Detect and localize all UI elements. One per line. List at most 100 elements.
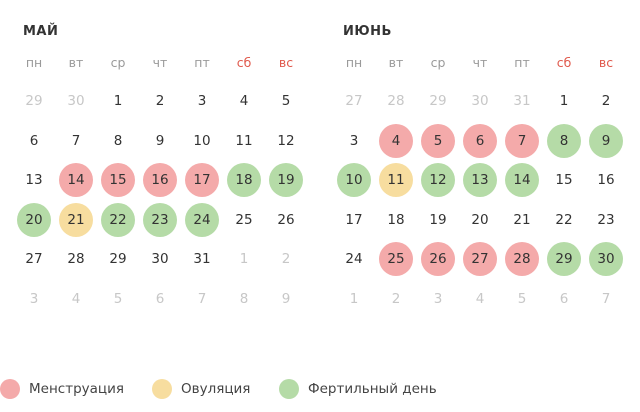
fertile-day: 30 xyxy=(589,242,623,276)
calendar-day: 21 xyxy=(513,211,531,228)
ovulation-day: 11 xyxy=(379,163,413,197)
weekday-header: ср xyxy=(430,55,446,70)
menstruation-day: 25 xyxy=(379,242,413,276)
calendar-month-june: ИЮНЬ пн вт ср чт пт сб вс 27 28 29 30 31 1 2 3 4 5 6 7 8 9 10… xyxy=(320,0,623,330)
calendar-day: 5 xyxy=(281,93,291,109)
fertile-day: 24 xyxy=(185,202,219,237)
menstruation-day: 16 xyxy=(143,163,177,197)
other-month-day: 30 xyxy=(471,93,489,109)
fertile-dot-icon xyxy=(279,379,299,399)
other-month-day: 3 xyxy=(29,290,39,307)
weekday-header: сб xyxy=(236,55,252,70)
weekday-header: пн xyxy=(345,55,363,70)
calendar-day: 12 xyxy=(277,132,295,149)
calendar-day: 20 xyxy=(471,211,489,228)
calendar-day: 22 xyxy=(555,211,573,228)
calendar-day: 6 xyxy=(29,132,39,149)
other-month-day: 7 xyxy=(601,290,611,307)
calendar-day: 3 xyxy=(197,93,207,109)
calendar-day: 7 xyxy=(71,132,81,149)
weekday-header: пн xyxy=(25,55,43,70)
fertile-day: 9 xyxy=(589,123,623,158)
calendar-day: 26 xyxy=(277,211,295,228)
other-month-day: 5 xyxy=(517,290,527,307)
calendar-day: 10 xyxy=(193,132,211,149)
calendar-day: 1 xyxy=(559,93,569,109)
calendar-day: 28 xyxy=(67,251,85,267)
fertile-day: 22 xyxy=(101,202,135,237)
fertile-day: 20 xyxy=(17,202,51,237)
other-month-day: 7 xyxy=(197,290,207,307)
fertile-day: 29 xyxy=(547,242,581,276)
weekday-header: вс xyxy=(278,55,294,70)
legend-item-menstruation: Менструация xyxy=(0,379,124,399)
calendar-day: 16 xyxy=(597,172,615,188)
other-month-day: 6 xyxy=(155,290,165,307)
other-month-day: 27 xyxy=(345,93,363,109)
other-month-day: 31 xyxy=(513,93,531,109)
calendar-day: 15 xyxy=(555,172,573,188)
ovulation-day: 21 xyxy=(59,202,93,237)
menstruation-dot-icon xyxy=(0,379,20,399)
other-month-day: 4 xyxy=(71,290,81,307)
month-title: МАЙ xyxy=(23,24,59,39)
menstruation-day: 6 xyxy=(463,123,497,158)
other-month-day: 28 xyxy=(387,93,405,109)
calendar-day: 29 xyxy=(109,251,127,267)
legend-label: Менструация xyxy=(29,381,124,397)
other-month-day: 2 xyxy=(281,251,291,267)
other-month-day: 29 xyxy=(429,93,447,109)
menstruation-day: 5 xyxy=(421,123,455,158)
fertile-day: 23 xyxy=(143,202,177,237)
fertile-day: 13 xyxy=(463,163,497,197)
calendar-day: 13 xyxy=(25,172,43,188)
weekday-header: вс xyxy=(598,55,614,70)
calendar-day: 25 xyxy=(235,211,253,228)
calendar-day: 9 xyxy=(155,132,165,149)
calendar-day: 23 xyxy=(597,211,615,228)
menstruation-day: 7 xyxy=(505,123,539,158)
other-month-day: 30 xyxy=(67,93,85,109)
other-month-day: 3 xyxy=(433,290,443,307)
calendar-day: 31 xyxy=(193,251,211,267)
legend-label: Фертильный день xyxy=(308,381,437,397)
other-month-day: 2 xyxy=(391,290,401,307)
menstruation-day: 4 xyxy=(379,123,413,158)
calendar-day: 17 xyxy=(345,211,363,228)
calendar-day: 8 xyxy=(113,132,123,149)
other-month-day: 5 xyxy=(113,290,123,307)
fertile-day: 19 xyxy=(269,163,303,197)
legend-item-fertile: Фертильный день xyxy=(279,379,437,399)
other-month-day: 8 xyxy=(239,290,249,307)
calendar-day: 11 xyxy=(235,132,253,149)
calendar-day: 27 xyxy=(25,251,43,267)
weekday-header: сб xyxy=(556,55,572,70)
menstruation-day: 17 xyxy=(185,163,219,197)
month-title: ИЮНЬ xyxy=(343,24,392,39)
calendar-day: 3 xyxy=(349,132,359,149)
calendar-day: 1 xyxy=(113,93,123,109)
fertile-day: 10 xyxy=(337,163,371,197)
weekday-header: чт xyxy=(152,55,168,70)
calendar-day: 18 xyxy=(387,211,405,228)
calendar-day: 30 xyxy=(151,251,169,267)
weekday-header: пт xyxy=(194,55,210,70)
fertile-day: 8 xyxy=(547,123,581,158)
fertile-day: 14 xyxy=(505,163,539,197)
weekday-header: ср xyxy=(110,55,126,70)
fertile-day: 18 xyxy=(227,163,261,197)
calendar-day: 24 xyxy=(345,251,363,267)
calendar-day: 2 xyxy=(601,93,611,109)
menstruation-day: 14 xyxy=(59,163,93,197)
ovulation-dot-icon xyxy=(152,379,172,399)
other-month-day: 6 xyxy=(559,290,569,307)
other-month-day: 4 xyxy=(475,290,485,307)
legend-item-ovulation: Овуляция xyxy=(152,379,250,399)
other-month-day: 29 xyxy=(25,93,43,109)
other-month-day: 9 xyxy=(281,290,291,307)
calendar-month-may: МАЙ пн вт ср чт пт сб вс 29 30 1 2 3 4 5 6 7 8 9 10 11 12 13 1… xyxy=(0,0,303,330)
calendar-day: 2 xyxy=(155,93,165,109)
weekday-header: чт xyxy=(472,55,488,70)
fertile-day: 12 xyxy=(421,163,455,197)
other-month-day: 1 xyxy=(239,251,249,267)
